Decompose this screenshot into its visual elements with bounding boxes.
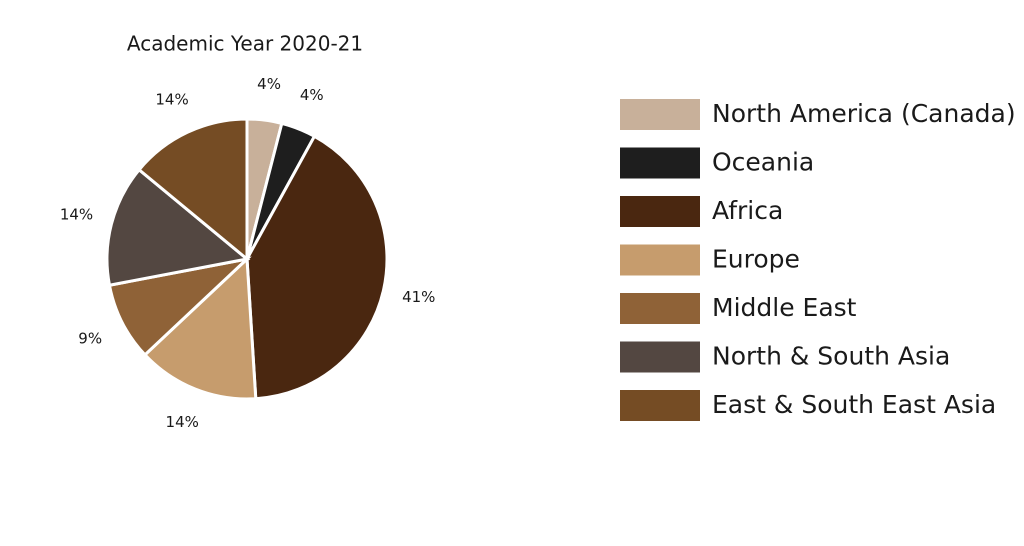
legend-swatch	[620, 196, 700, 227]
data-label: 41%	[402, 288, 435, 306]
data-label: 4%	[300, 86, 324, 104]
pie-slice	[245, 134, 389, 401]
data-label: 14%	[60, 206, 93, 224]
pie-slice	[137, 117, 249, 263]
legend-swatch	[620, 244, 700, 276]
legend-label: Europe	[712, 245, 800, 274]
legend-swatch	[620, 147, 700, 179]
legend-label: Oceania	[712, 148, 814, 177]
legend-swatch	[620, 341, 700, 373]
legend-label: East & South East Asia	[712, 390, 996, 419]
legend-swatch	[620, 390, 700, 421]
pie-slice	[142, 255, 258, 401]
legend-label: Middle East	[712, 293, 857, 322]
data-label: 4%	[257, 75, 281, 93]
legend-swatch	[620, 293, 700, 324]
data-label: 14%	[166, 413, 199, 431]
legend-label: North America (Canada)	[712, 99, 1016, 128]
chart-title: Academic Year 2020-21	[127, 32, 363, 56]
data-label: 9%	[78, 329, 102, 347]
legend-label: Africa	[712, 196, 783, 225]
pie-slice	[105, 167, 251, 287]
pie-slice	[107, 256, 252, 357]
data-label: 14%	[155, 90, 188, 108]
legend-label: North & South Asia	[712, 342, 950, 371]
legend-swatch	[620, 99, 700, 130]
